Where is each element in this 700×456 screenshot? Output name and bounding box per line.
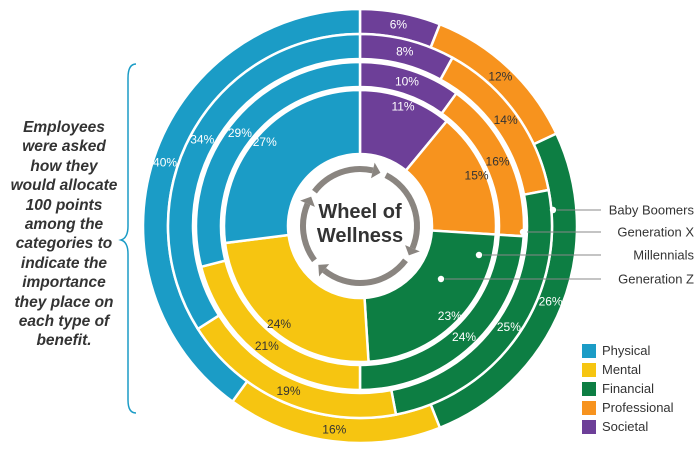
data-label-baby-boomers-mental: 16%: [322, 422, 346, 436]
side-note: Employees were asked how they would allo…: [10, 119, 118, 350]
segment-generation-z-physical: [222, 88, 362, 245]
ring-marker-generation-z: [437, 275, 445, 283]
cycle-arrow-head: [318, 264, 330, 277]
data-label-baby-boomers-professional: 12%: [488, 70, 512, 84]
legend-item-professional: Professional: [582, 398, 674, 417]
cycle-arrow-head: [371, 162, 381, 179]
ring-marker-millennials: [475, 251, 483, 259]
segment-generation-x-physical: [166, 32, 362, 331]
legend-swatch-physical: [582, 343, 596, 358]
legend-label-financial: Financial: [602, 381, 655, 396]
legend-swatch-societal: [582, 419, 596, 434]
legend-item-financial: Financial: [582, 379, 674, 398]
ring-callouts-group: Baby Boomers Generation X Millennials Gener…: [437, 203, 695, 287]
data-label-generation-x-financial: 25%: [497, 320, 521, 334]
data-label-generation-z-societal: 11%: [391, 100, 414, 114]
cycle-arrow-head: [300, 196, 315, 207]
data-label-millennials-physical: 29%: [228, 126, 252, 140]
segment-generation-z-mental: [223, 233, 370, 364]
ring-marker-generation-x: [519, 228, 527, 236]
cycle-arrow-arc: [322, 258, 408, 286]
data-label-generation-x-mental: 19%: [276, 384, 300, 398]
legend-swatch-mental: [582, 362, 596, 377]
legend-label-societal: Societal: [602, 419, 649, 434]
data-label-generation-x-professional: 14%: [494, 113, 518, 127]
data-label-millennials-societal: 10%: [395, 74, 419, 88]
data-label-baby-boomers-financial: 26%: [539, 294, 563, 308]
data-label-millennials-mental: 21%: [255, 339, 279, 353]
data-label-generation-x-societal: 8%: [396, 45, 414, 59]
legend-item-mental: Mental: [582, 360, 674, 379]
legend-label-professional: Professional: [602, 400, 674, 415]
legend-label-mental: Mental: [602, 362, 642, 377]
chart-title-line: Wellness: [317, 225, 403, 247]
cycle-arrow-arc: [312, 166, 374, 194]
ring-generation-z: 11% 15% 23% 24% 27%: [222, 88, 498, 364]
ring-label-baby-boomers: Baby Boomers: [609, 203, 695, 218]
ring-millennials: 10% 16% 24% 21% 29%: [194, 60, 526, 392]
side-note-brace: [118, 63, 137, 414]
data-label-millennials-financial: 24%: [452, 330, 476, 344]
ring-label-millennials: Millennials: [633, 248, 694, 263]
segment-millennials-physical: [194, 60, 362, 269]
legend-swatch-professional: [582, 400, 596, 415]
data-label-generation-z-professional: 15%: [465, 169, 489, 183]
ring-label-generation-x: Generation X: [617, 225, 694, 240]
legend-item-physical: Physical: [582, 341, 674, 360]
cycle-arrow-arc: [384, 172, 420, 250]
data-label-generation-z-physical: 27%: [253, 135, 277, 149]
data-label-generation-z-financial: 23%: [438, 309, 462, 323]
ring-label-generation-z: Generation Z: [618, 272, 694, 287]
data-label-generation-z-mental: 24%: [267, 317, 291, 331]
cycle-arrow-head: [405, 245, 420, 256]
ring-generation-x: 8% 14% 25% 19% 34%: [166, 32, 554, 420]
legend-swatch-financial: [582, 381, 596, 396]
segment-generation-z-financial: [363, 229, 498, 364]
data-label-generation-x-physical: 34%: [190, 132, 214, 146]
data-label-millennials-professional: 16%: [486, 154, 510, 168]
legend-item-societal: Societal: [582, 417, 674, 436]
cycle-arrow-arc: [300, 202, 317, 263]
data-label-baby-boomers-physical: 40%: [153, 156, 177, 170]
ring-marker-baby-boomers: [549, 206, 557, 214]
chart-title-line: Wheel of: [318, 201, 402, 223]
legend: Physical Mental Financial Professional S…: [582, 341, 674, 436]
data-label-baby-boomers-societal: 6%: [390, 18, 408, 32]
legend-label-physical: Physical: [602, 343, 651, 358]
rings-group: 6% 12% 26% 16% 40% 8% 14% 25% 19% 34% 10% 16% 24% 21%…: [141, 7, 579, 445]
